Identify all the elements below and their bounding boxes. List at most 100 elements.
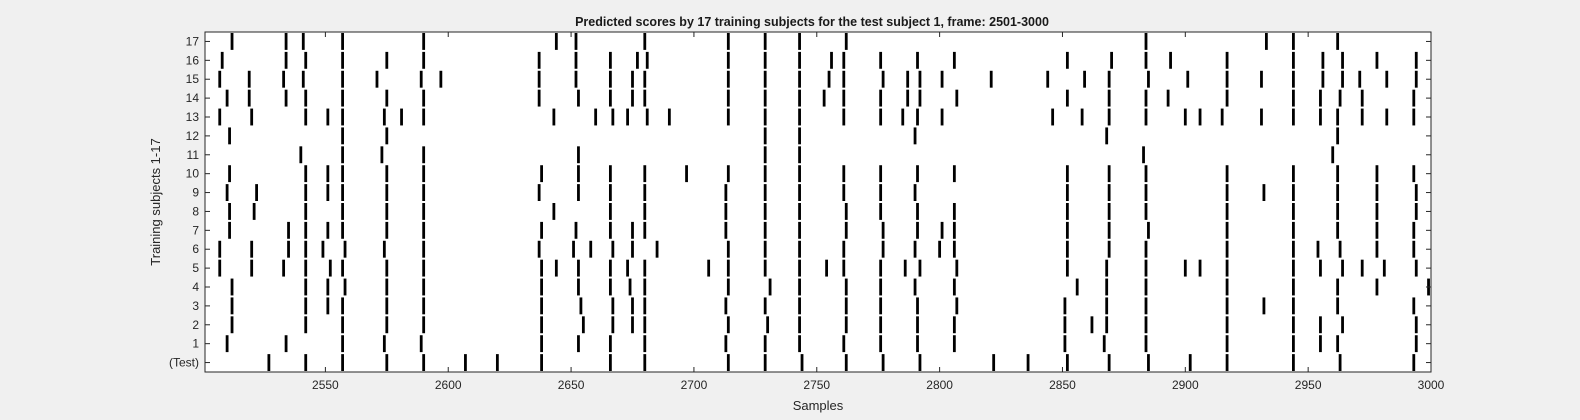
event-marker [798, 70, 801, 88]
event-marker [1107, 70, 1111, 88]
event-marker [1292, 278, 1295, 296]
event-marker [798, 184, 801, 201]
event-marker [304, 51, 308, 69]
event-marker [726, 89, 730, 107]
y-tick-label: 1 [192, 337, 199, 351]
event-marker [1065, 203, 1069, 220]
event-marker [1169, 51, 1172, 69]
event-marker [577, 146, 580, 164]
event-marker [304, 108, 308, 126]
event-marker [326, 165, 330, 183]
event-marker [608, 259, 612, 277]
event-marker [636, 51, 639, 69]
event-marker [1414, 335, 1418, 353]
event-marker [763, 221, 767, 239]
event-marker [763, 297, 767, 315]
event-marker [1144, 316, 1148, 334]
event-marker [1107, 89, 1111, 107]
event-marker [798, 240, 801, 258]
event-marker [230, 278, 234, 296]
event-marker [255, 184, 258, 201]
event-marker [1336, 108, 1340, 126]
event-marker [643, 33, 647, 50]
event-marker [250, 240, 254, 258]
event-marker [631, 70, 634, 88]
event-marker [1046, 70, 1050, 88]
event-marker [879, 108, 883, 126]
event-marker [267, 354, 271, 371]
event-marker [1065, 221, 1069, 239]
event-marker [1142, 146, 1145, 164]
event-marker [341, 184, 344, 201]
event-marker [422, 89, 426, 107]
event-marker [724, 184, 728, 201]
event-marker [1147, 70, 1150, 88]
event-marker [1336, 335, 1340, 353]
event-marker [913, 184, 917, 201]
event-marker [422, 33, 426, 50]
event-marker [798, 203, 801, 220]
event-marker [952, 240, 956, 258]
event-marker [643, 316, 647, 334]
event-marker [326, 108, 330, 126]
event-marker [916, 108, 919, 126]
event-marker [918, 259, 922, 277]
event-marker [1225, 165, 1229, 183]
event-marker [763, 165, 767, 183]
event-marker [1375, 51, 1379, 69]
event-marker [916, 335, 919, 353]
event-marker [252, 203, 256, 220]
event-marker [1225, 89, 1229, 107]
event-marker [881, 221, 885, 239]
event-marker [230, 297, 234, 315]
event-marker [952, 335, 956, 353]
event-marker [1385, 108, 1389, 126]
event-marker [1341, 259, 1344, 277]
event-marker [879, 316, 883, 334]
event-marker [626, 259, 629, 277]
event-marker [1107, 108, 1111, 126]
event-marker [643, 165, 647, 183]
event-marker [1262, 297, 1266, 315]
event-marker [577, 335, 580, 353]
x-tick-label: 2900 [1172, 378, 1199, 392]
event-marker [955, 259, 959, 277]
y-tick-label: 16 [186, 53, 200, 67]
event-marker [282, 259, 286, 277]
event-marker [1144, 165, 1148, 183]
event-marker [763, 70, 767, 88]
event-marker [1336, 297, 1340, 315]
event-marker [1065, 240, 1069, 258]
event-marker [1319, 89, 1322, 107]
y-axis-label: Training subjects 1-17 [148, 138, 163, 265]
event-marker [422, 278, 426, 296]
event-marker [798, 316, 801, 334]
event-marker [1414, 316, 1418, 334]
x-axis: 2550 2600 2650 2700 2750 2800 2850 2900 2950 3000 [312, 32, 1445, 392]
event-marker [299, 146, 303, 164]
event-marker [343, 240, 347, 258]
event-marker [225, 89, 229, 107]
event-marker [422, 146, 426, 164]
event-marker [940, 70, 944, 88]
event-marker [881, 240, 885, 258]
event-marker [304, 316, 308, 334]
event-marker [608, 70, 612, 88]
event-marker [844, 221, 848, 239]
event-marker [879, 203, 883, 220]
event-marker [822, 89, 826, 107]
event-marker [422, 297, 426, 315]
event-marker [879, 89, 883, 107]
event-marker [284, 89, 288, 107]
event-marker [842, 240, 846, 258]
event-marker [464, 354, 467, 371]
event-marker [1260, 108, 1263, 126]
y-tick-label: 10 [186, 167, 200, 181]
event-marker [763, 33, 767, 50]
event-marker [1292, 89, 1295, 107]
event-marker [328, 259, 332, 277]
event-marker [798, 89, 801, 107]
event-marker [1375, 240, 1379, 258]
event-marker [1360, 89, 1364, 107]
event-marker [228, 221, 231, 239]
